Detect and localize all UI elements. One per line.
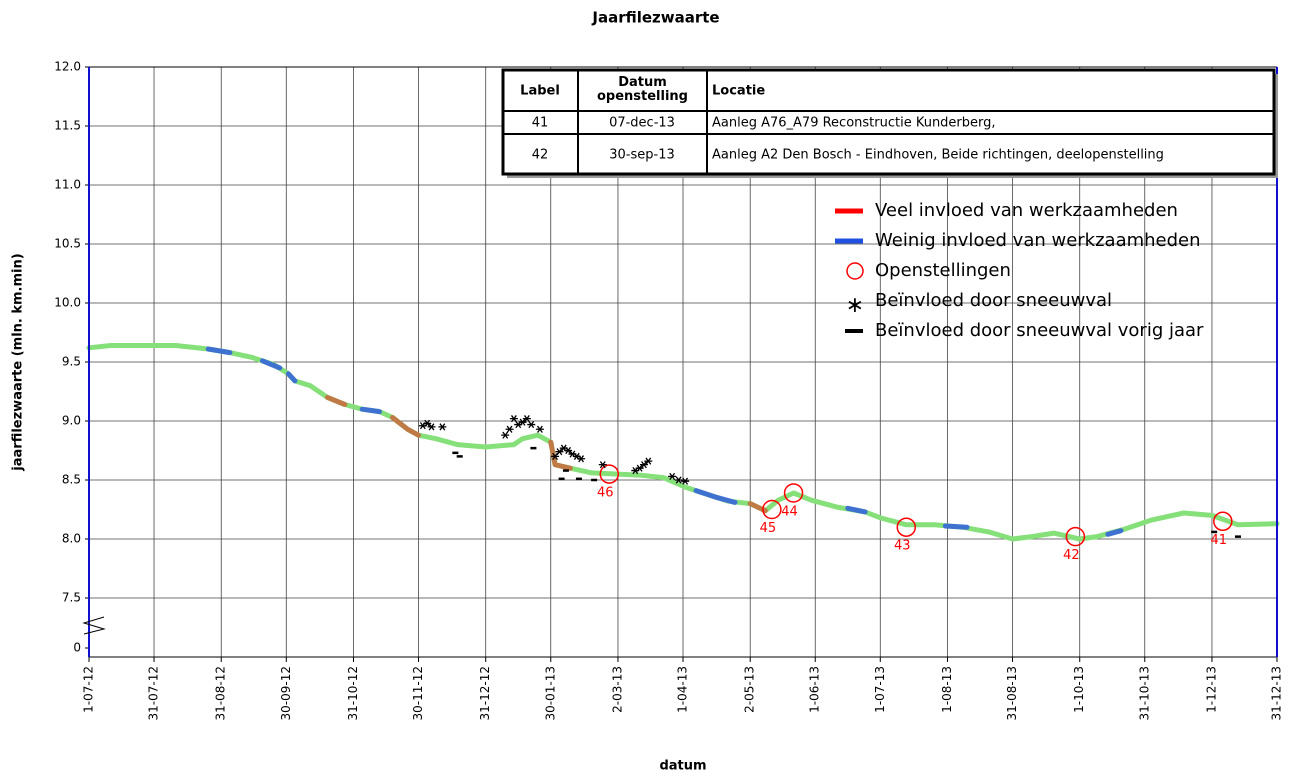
snow-marker: [423, 419, 432, 427]
x-axis-label: datum: [659, 759, 706, 773]
series-line: [325, 394, 768, 514]
table-cell: Aanleg A2 Den Bosch - Eindhoven, Beide r…: [712, 148, 1164, 163]
snow-marker: [555, 448, 564, 456]
legend-label: Weinig invloed van werkzaamheden: [875, 230, 1201, 251]
table-frame: [501, 68, 1276, 176]
axis-break: [82, 616, 106, 635]
opening-marker: [599, 464, 620, 484]
opening-marker: [762, 499, 782, 520]
x-tick-label: 1-07-12: [82, 666, 96, 713]
snow-marker: [644, 457, 653, 465]
x-tick-label: 1-10-13: [1072, 666, 1086, 713]
x-tick-label: 2-03-13: [610, 666, 624, 713]
x-tick-label: 31-08-12: [214, 666, 228, 720]
opening-label: 45: [760, 521, 777, 536]
opening-label: 42: [1063, 548, 1080, 563]
x-tick-label: 31-07-12: [147, 666, 161, 720]
y-axis-label: jaarfilezwaarte (mln. km.min): [11, 253, 26, 471]
opening-label: 46: [597, 486, 614, 501]
legend-swatch: [846, 262, 864, 280]
legend-label: Beïnvloed door sneeuwval vorig jaar: [875, 320, 1204, 341]
snow-marker: [438, 423, 447, 431]
snow-marker: [635, 464, 644, 472]
x-tick-label: 31-10-12: [346, 666, 360, 720]
x-tick-label: 1-08-13: [940, 666, 954, 713]
snow-marker: [518, 418, 527, 426]
x-tick-label: 31-12-13: [1270, 666, 1284, 720]
snow-marker: [564, 446, 573, 455]
x-tick-label: 1-06-13: [808, 666, 822, 713]
snow-marker: [598, 461, 607, 469]
table: Label Datum openstelling Locatie 41 07-d…: [501, 68, 1278, 178]
legend-label: Openstellingen: [875, 260, 1011, 281]
snow-marker: [577, 455, 586, 463]
snow-marker: [674, 476, 683, 484]
legend-swatch: ∗: [846, 293, 864, 318]
y-tick-label: 8.5: [62, 473, 81, 487]
chart-title: Jaarfilezwaarte: [591, 9, 719, 27]
table-header: Datum openstelling: [596, 75, 688, 104]
snow-marker: [639, 461, 648, 469]
legend-label: Veel invloed van werkzaamheden: [875, 200, 1178, 221]
snow-marker: [681, 477, 690, 485]
y-tick-label: 7.5: [62, 591, 81, 605]
opening-marker: [896, 517, 917, 537]
x-tick-label: 1-07-13: [873, 666, 887, 713]
y-tick-label: 9.5: [62, 355, 81, 369]
x-tick-label: 30-11-12: [411, 666, 425, 720]
legend: Veel invloed van werkzaamheden Weinig inv…: [835, 200, 1204, 341]
x-tick-label: 31-12-12: [478, 666, 492, 720]
table-header: Locatie: [712, 84, 765, 99]
x-tick-label: 30-09-12: [279, 666, 293, 720]
x-tick-label: 30-01-13: [543, 666, 557, 720]
x-tick-label: 2-05-13: [743, 666, 757, 713]
snow-marker: [505, 425, 514, 433]
y-tick-label: 0: [73, 641, 81, 655]
snow-marker: [535, 425, 544, 433]
table-cell: 42: [532, 148, 549, 163]
table-cell: 30-sep-13: [609, 148, 675, 163]
snow-marker: [509, 415, 518, 423]
y-tick-label: 11.0: [54, 178, 81, 192]
y-tick-label: 11.5: [54, 119, 81, 133]
table-header-box: Datum openstelling: [596, 75, 688, 104]
opening-marker: [783, 483, 804, 503]
table-cell: 07-dec-13: [609, 116, 675, 131]
y-tick-label: 9.0: [62, 414, 81, 428]
y-tick-label: 10.5: [54, 237, 81, 251]
snow-marker: [427, 423, 436, 431]
table-header: Label: [520, 84, 560, 99]
x-tick-label: 31-10-13: [1137, 666, 1151, 720]
table-cell: 41: [532, 116, 549, 131]
legend-label: Beïnvloed door sneeuwval: [875, 290, 1112, 311]
x-tick-label: 1-04-13: [676, 666, 690, 713]
y-tick-label: 10.0: [54, 296, 81, 310]
opening-marker: [1065, 526, 1086, 547]
y-tick-label: 12.0: [54, 60, 81, 74]
x-tick-label: 1-12-13: [1204, 666, 1218, 713]
table-cell: Aanleg A76_A79 Reconstructie Kunderberg,: [712, 116, 996, 131]
opening-marker: [1213, 511, 1233, 532]
y-tick-label: 8.0: [62, 532, 81, 546]
snow-marker: [522, 415, 531, 423]
series-line: [205, 346, 1124, 537]
opening-label: 44: [781, 504, 798, 519]
snow-marker: [501, 431, 510, 439]
snow-marker: [668, 472, 677, 481]
snow-marker: [527, 420, 536, 429]
opening-label: 43: [894, 539, 911, 554]
x-tick-label: 31-08-13: [1005, 666, 1019, 720]
opening-label: 41: [1211, 533, 1228, 548]
